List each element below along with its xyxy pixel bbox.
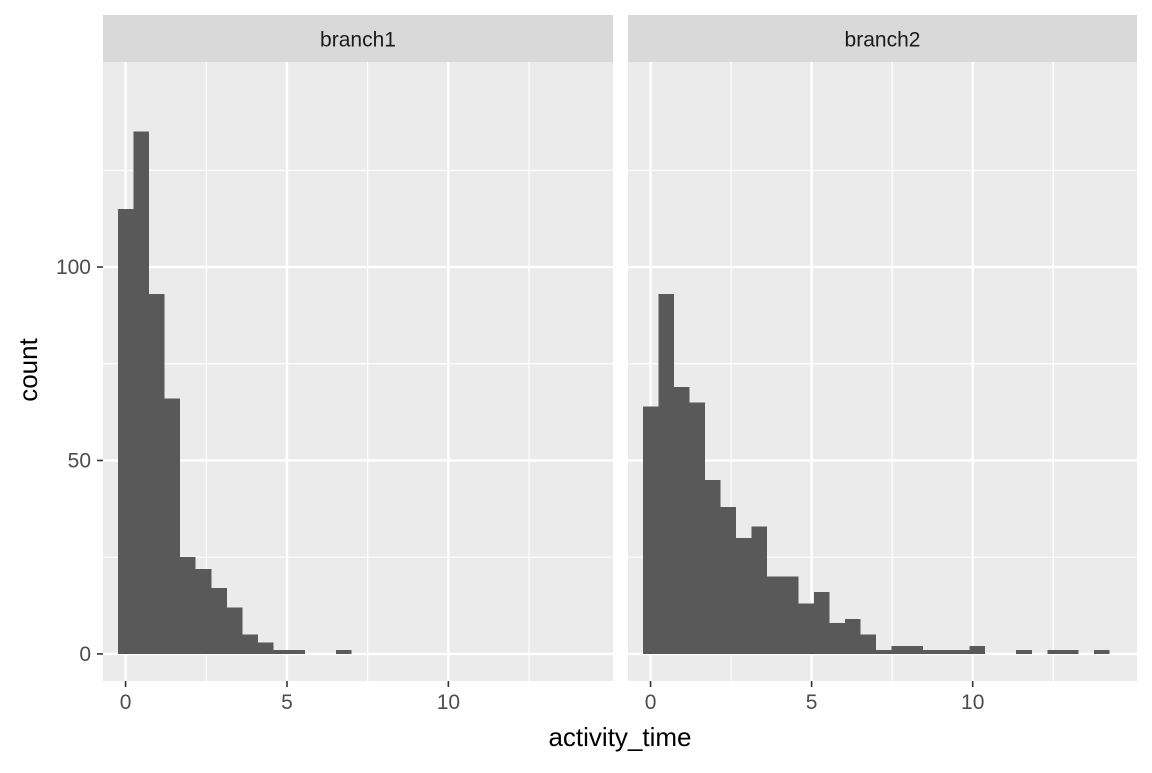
x-tick-label: 5 <box>806 691 818 714</box>
histogram-bar <box>767 576 783 654</box>
histogram-bar <box>953 650 970 654</box>
histogram-bar <box>1062 650 1079 654</box>
y-tick-label: 50 <box>68 449 91 472</box>
histogram-bar <box>658 294 674 654</box>
histogram-bar <box>704 479 721 654</box>
histogram-bar <box>195 568 212 654</box>
histogram-bar <box>969 646 986 654</box>
facet-panel-branch2: branch2 0 5 10 <box>628 15 1137 714</box>
histogram-bar <box>1047 650 1063 654</box>
y-axis-label: count <box>13 337 43 401</box>
histogram-bar <box>336 650 352 654</box>
histogram-bar <box>751 526 768 654</box>
x-tick-label: 5 <box>281 691 293 714</box>
histogram-bar <box>673 386 690 654</box>
facet-strip <box>628 15 1137 62</box>
histogram-bar <box>148 294 165 654</box>
histogram-bar <box>289 650 305 654</box>
histogram-bar <box>689 402 705 654</box>
histogram-bar <box>1016 650 1032 654</box>
histogram-bar <box>211 588 227 654</box>
histogram-bar <box>226 607 243 654</box>
histogram-bar <box>273 650 290 654</box>
facet-strip-label: branch2 <box>845 29 921 52</box>
x-tick-label: 10 <box>961 691 984 714</box>
y-tick-label: 0 <box>79 643 91 666</box>
histogram-bar <box>876 650 892 654</box>
x-tick-label: 0 <box>120 691 132 714</box>
y-tick-label: 100 <box>56 256 91 279</box>
histogram-bar <box>907 646 923 654</box>
facet-panel-branch1: branch1 0 5 10 <box>103 15 613 714</box>
histogram-bar <box>938 650 954 654</box>
histogram-bar <box>1093 650 1110 654</box>
histogram-bar <box>642 406 659 654</box>
y-axis: 0 50 100 <box>56 256 103 666</box>
histogram-bar <box>813 592 830 654</box>
x-axis-label: activity_time <box>548 722 691 752</box>
facets: branch1 0 5 10 branch2 0 5 10 <box>103 15 1137 714</box>
histogram-bar <box>922 650 939 654</box>
histogram-bar <box>829 622 846 654</box>
histogram-bar <box>720 506 737 654</box>
x-tick-label: 0 <box>645 691 657 714</box>
histogram-bar <box>798 603 814 654</box>
histogram-bar <box>845 619 861 654</box>
histogram-bar <box>117 209 134 654</box>
facet-strip-label: branch1 <box>320 29 396 52</box>
histogram-bar <box>258 642 274 654</box>
histogram-bar <box>180 557 196 654</box>
histogram-bar <box>242 634 259 654</box>
histogram-bar <box>860 634 877 654</box>
histogram-bar <box>782 576 799 654</box>
facet-strip <box>103 15 613 62</box>
histogram-bar <box>164 398 181 654</box>
x-tick-label: 10 <box>437 691 460 714</box>
histogram-bar <box>891 646 908 654</box>
histogram-bar <box>736 537 752 654</box>
histogram-bar <box>133 131 149 654</box>
